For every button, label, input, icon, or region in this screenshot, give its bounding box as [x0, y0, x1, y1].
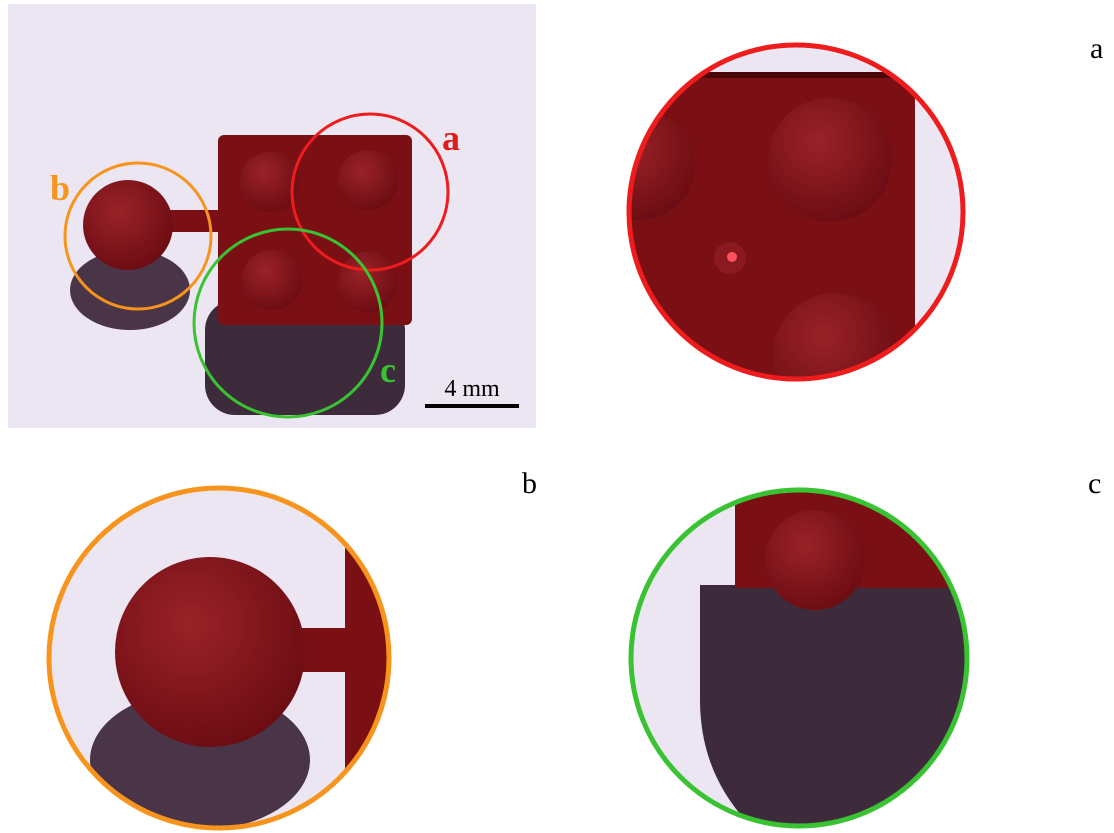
photo-label: a [442, 118, 460, 158]
photo-label: c [380, 350, 396, 390]
figure: a b c 4 mm a b c [0, 0, 1114, 833]
photo-label: b [50, 168, 70, 208]
panel-label: c [1088, 467, 1101, 500]
scale-label: 4 mm [444, 376, 500, 402]
main-photo [8, 4, 536, 428]
panel-label: b [522, 467, 537, 500]
zoom-a [585, 40, 980, 417]
panel-label: a [1090, 32, 1103, 65]
page: a b c 4 mm a b c (() => { const data = J… [0, 0, 1114, 833]
